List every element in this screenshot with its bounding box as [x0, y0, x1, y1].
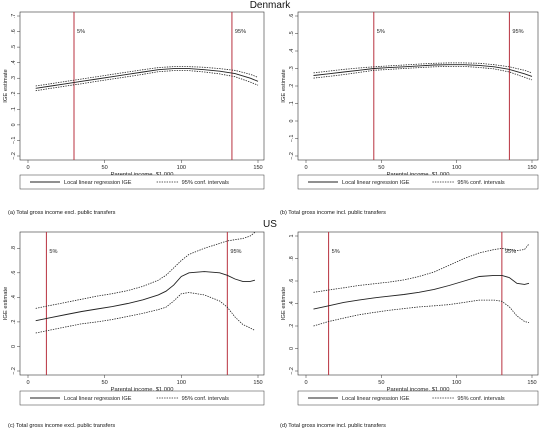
ci-upper-line [313, 243, 530, 293]
caption-c: (c) Total gross income excl. public tran… [8, 423, 116, 429]
legend-label-ci: 95% conf. intervals [457, 396, 504, 402]
plot-frame [19, 231, 265, 376]
percentile-label: 95% [230, 249, 241, 255]
ci-lower-line [313, 66, 533, 81]
y-tick-label: .5 [289, 31, 295, 36]
y-tick-label: 0 [289, 347, 295, 350]
y-tick-label: .2 [289, 84, 295, 89]
legend-label-ige: Local linear regression IGE [64, 396, 132, 402]
y-tick-label: .5 [11, 45, 17, 50]
x-tick-label: 150 [253, 165, 262, 171]
y-tick-label: −.2 [289, 152, 295, 160]
y-tick-label: .4 [11, 60, 17, 65]
x-axis-label: Parental income, $1,000 [111, 387, 174, 393]
y-tick-label: −.2 [11, 367, 17, 375]
y-tick-label: .8 [11, 246, 17, 251]
legend-box [19, 174, 265, 190]
x-tick-label: 50 [102, 380, 108, 386]
y-tick-label: .3 [289, 66, 295, 71]
caption-d: (d) Total gross income incl. public tran… [280, 423, 386, 429]
legend-label-ige: Local linear regression IGE [342, 396, 410, 402]
x-tick-label: 0 [26, 165, 29, 171]
y-tick-label: .1 [289, 101, 295, 106]
y-axis-label: IGE estimate [3, 287, 9, 321]
x-tick-label: 50 [378, 380, 384, 386]
y-tick-label: −.2 [11, 152, 17, 160]
y-tick-label: .2 [289, 324, 295, 329]
x-tick-label: 150 [253, 380, 262, 386]
x-tick-label: 50 [102, 165, 108, 171]
y-tick-label: 0 [289, 120, 295, 123]
x-tick-label: 0 [304, 165, 307, 171]
y-tick-label: .4 [289, 49, 295, 54]
percentile-label: 95% [505, 249, 516, 255]
ci-lower-line [35, 70, 259, 92]
ci-upper-line [35, 66, 259, 87]
y-tick-label: .6 [289, 14, 295, 19]
y-axis-label: IGE estimate [281, 287, 287, 321]
percentile-label: 5% [377, 29, 385, 35]
y-tick-label: .4 [289, 301, 295, 306]
percentile-label: 5% [77, 29, 85, 35]
y-tick-label: .3 [11, 76, 17, 81]
y-tick-label: 0 [11, 345, 17, 348]
y-tick-label: .6 [11, 29, 17, 34]
percentile-label: 5% [49, 249, 57, 255]
y-tick-label: .7 [11, 14, 17, 19]
percentile-label: 95% [235, 29, 246, 35]
y-tick-label: −.2 [289, 367, 295, 375]
y-axis-label: IGE estimate [3, 69, 9, 103]
plot-frame [19, 11, 265, 161]
y-tick-label: .1 [11, 107, 17, 112]
x-tick-label: 50 [378, 165, 384, 171]
ige-line [35, 271, 256, 322]
ci-lower-line [35, 292, 256, 334]
legend-box [297, 174, 539, 190]
ci-upper-line [35, 231, 256, 309]
ci-upper-line [313, 62, 533, 74]
x-tick-label: 100 [177, 165, 186, 171]
y-tick-label: .8 [289, 256, 295, 261]
legend-label-ige: Local linear regression IGE [342, 180, 410, 186]
section-title-us: US [263, 219, 277, 230]
x-tick-label: 150 [527, 380, 536, 386]
percentile-label: 5% [332, 249, 340, 255]
y-tick-label: −.1 [289, 135, 295, 143]
legend-label-ci: 95% conf. intervals [457, 180, 504, 186]
y-tick-label: .2 [11, 320, 17, 325]
percentile-label: 95% [512, 29, 523, 35]
x-tick-label: 150 [527, 165, 536, 171]
x-tick-label: 100 [452, 165, 461, 171]
caption-b: (b) Total gross income incl. public tran… [280, 210, 386, 216]
y-tick-label: .4 [11, 295, 17, 300]
caption-a: (a) Total gross income excl. public tran… [8, 210, 116, 216]
y-tick-label: .6 [11, 271, 17, 276]
legend-box [19, 390, 265, 406]
y-axis-label: IGE estimate [281, 69, 287, 103]
legend-label-ci: 95% conf. intervals [182, 396, 229, 402]
legend-label-ci: 95% conf. intervals [182, 180, 229, 186]
ige-line [313, 64, 533, 77]
section-title-denmark: Denmark [249, 0, 291, 11]
legend-label-ige: Local linear regression IGE [64, 180, 132, 186]
x-tick-label: 100 [452, 380, 461, 386]
ci-lower-line [313, 299, 530, 327]
y-tick-label: −.1 [11, 137, 17, 145]
y-tick-label: .2 [11, 92, 17, 97]
x-tick-label: 0 [26, 380, 29, 386]
y-tick-label: 1 [289, 235, 295, 238]
y-tick-label: .6 [289, 279, 295, 284]
y-tick-label: 0 [11, 123, 17, 126]
x-tick-label: 100 [177, 380, 186, 386]
x-tick-label: 0 [304, 380, 307, 386]
ige-line [35, 68, 259, 89]
legend-box [297, 390, 539, 406]
x-axis-label: Parental income, $1,000 [387, 387, 450, 393]
ige-line [313, 274, 530, 310]
